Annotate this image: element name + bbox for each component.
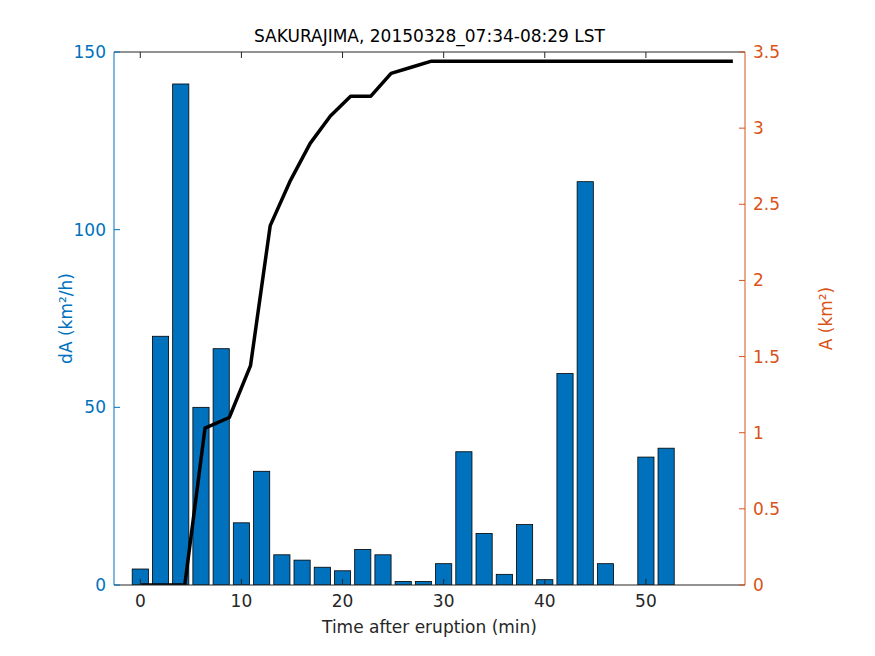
bar (658, 448, 674, 585)
bar (436, 564, 452, 585)
y2-tick (739, 128, 745, 129)
bar (355, 549, 371, 585)
x-axis (114, 585, 745, 586)
y-tick (114, 229, 120, 230)
x-tick-top (342, 52, 343, 58)
y2-tick-label: 1 (753, 423, 764, 443)
y-tick (114, 407, 120, 408)
y2-tick-label: 0.5 (753, 499, 780, 519)
x-tick-label: 50 (635, 591, 657, 611)
bar (557, 374, 573, 585)
bar (395, 581, 411, 585)
y2-tick (739, 280, 745, 281)
y2-tick-label: 0 (753, 575, 764, 595)
frame-top (114, 52, 745, 53)
bar (274, 555, 290, 585)
x-tick (342, 579, 343, 585)
y2-tick-label: 2 (753, 270, 764, 290)
bar (152, 336, 168, 585)
y-tick-label: 50 (84, 397, 106, 417)
bar (294, 560, 310, 585)
x-tick-label: 10 (231, 591, 253, 611)
background (0, 0, 875, 656)
x-tick (645, 579, 646, 585)
x-tick (443, 579, 444, 585)
bar (476, 533, 492, 585)
x-tick (140, 579, 141, 585)
bar (415, 581, 431, 585)
x-tick-top (645, 52, 646, 58)
line (140, 61, 733, 585)
bar (213, 349, 229, 585)
bar (496, 574, 512, 585)
x-tick-top (443, 52, 444, 58)
y-label: dA (km²/h) (56, 273, 76, 364)
bar (597, 564, 613, 585)
bar (456, 452, 472, 585)
bar (577, 182, 593, 585)
bar (334, 571, 350, 585)
title: SAKURAJIMA, 20150328_07:34-08:29 LST (254, 26, 606, 47)
bar (233, 523, 249, 585)
x-tick-label: 0 (135, 591, 146, 611)
bar (173, 84, 189, 585)
y2-tick-label: 3 (753, 118, 764, 138)
y2-tick (739, 52, 745, 53)
x-tick-top (544, 52, 545, 58)
y-axis (114, 52, 115, 585)
marks (132, 61, 733, 585)
x-tick-label: 40 (534, 591, 556, 611)
y2-tick (739, 585, 745, 586)
y-tick (114, 585, 120, 586)
y2-tick (739, 204, 745, 205)
bar (638, 457, 654, 585)
x-tick-top (241, 52, 242, 58)
bar (132, 569, 148, 585)
y2-tick (739, 356, 745, 357)
y2-tick (739, 508, 745, 509)
y2-tick-label: 1.5 (753, 347, 780, 367)
x-tick-label: 20 (332, 591, 354, 611)
bar (537, 580, 553, 585)
y2-tick-label: 3.5 (753, 42, 780, 62)
plot-area (114, 52, 745, 585)
y-tick-label: 0 (95, 575, 106, 595)
y2-tick-label: 2.5 (753, 194, 780, 214)
bar (516, 525, 532, 585)
y2-axis (745, 52, 746, 585)
bar (314, 567, 330, 585)
y2-tick (739, 432, 745, 433)
bar (375, 555, 391, 585)
x-label: Time after eruption (min) (321, 617, 537, 637)
y2-label: A (km²) (816, 287, 836, 351)
y-tick-label: 100 (74, 220, 106, 240)
bar (254, 471, 270, 585)
y-tick-label: 150 (74, 42, 106, 62)
x-tick (241, 579, 242, 585)
x-tick-label: 30 (433, 591, 455, 611)
x-tick-top (140, 52, 141, 58)
x-tick (544, 579, 545, 585)
chart: 0 10 20 30 40 50 0 50 100 150 0 0.5 1 1.5 2 2.5 3 3.5 SAKU… (0, 0, 875, 656)
y-tick (114, 52, 120, 53)
